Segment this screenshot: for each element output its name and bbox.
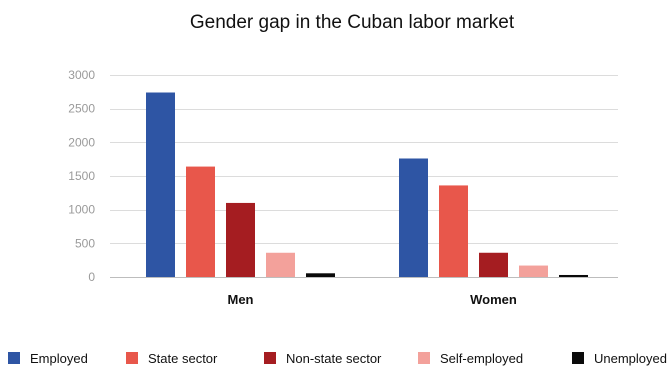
x-axis-categories: Men Women (228, 292, 517, 307)
legend-label: Unemployed (594, 351, 667, 366)
legend-label: Self-employed (440, 351, 523, 366)
legend-swatch (418, 352, 430, 364)
y-axis-ticks: 0 500 1000 1500 2000 2500 3000 (68, 68, 95, 284)
category-label-men: Men (228, 292, 254, 307)
legend-label: State sector (148, 351, 218, 366)
bar-state-sector-women (439, 185, 468, 277)
legend-item-self-employed: Self-employed (418, 351, 523, 366)
y-tick-label: 2000 (68, 135, 95, 149)
y-tick-label: 3000 (68, 68, 95, 82)
legend-label: Non-state sector (286, 351, 382, 366)
bars (146, 92, 588, 277)
legend-item-employed: Employed (8, 351, 88, 366)
legend-item-unemployed: Unemployed (572, 351, 667, 366)
bar-self-employed-men (266, 252, 295, 277)
y-tick-label: 2500 (68, 102, 95, 116)
bar-self-employed-women (519, 265, 548, 277)
bar-unemployed-women (559, 274, 588, 277)
legend-swatch (8, 352, 20, 364)
y-tick-label: 500 (75, 236, 95, 250)
bar-employed-women (399, 158, 428, 277)
legend-swatch (264, 352, 276, 364)
legend-label: Employed (30, 351, 88, 366)
bar-unemployed-men (306, 273, 335, 277)
legend-swatch (126, 352, 138, 364)
y-tick-label: 0 (88, 270, 95, 284)
bar-state-sector-men (186, 166, 215, 277)
legend-item-state-sector: State sector (126, 351, 218, 366)
bar-employed-men (146, 92, 175, 277)
legend-item-non-state-sector: Non-state sector (264, 351, 382, 366)
legend: Employed State sector Non-state sector Self… (8, 351, 667, 366)
bar-non-state-sector-men (226, 202, 255, 277)
chart-title: Gender gap in the Cuban labor market (190, 12, 515, 33)
category-label-women: Women (470, 292, 517, 307)
y-tick-label: 1000 (68, 203, 95, 217)
legend-swatch (572, 352, 584, 364)
y-tick-label: 1500 (68, 169, 95, 183)
bar-non-state-sector-women (479, 252, 508, 277)
